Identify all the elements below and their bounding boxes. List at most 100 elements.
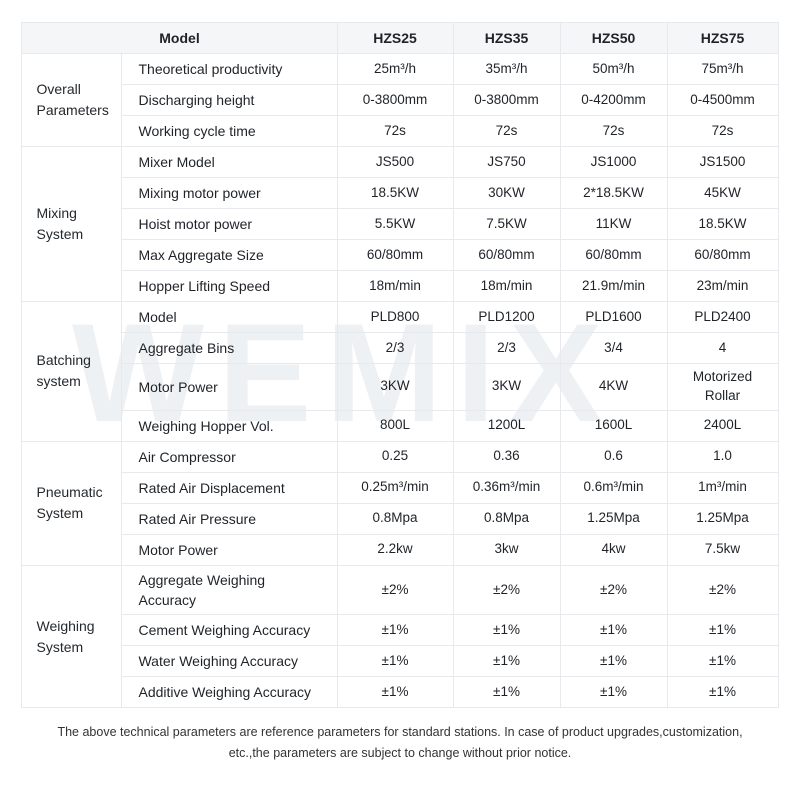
value-cell: ±1% — [452, 614, 561, 647]
value-cell: ±1% — [559, 614, 668, 647]
value-cell: 60/80mm — [559, 239, 668, 271]
table-row: Overall Parameters Theoretical productivi… — [21, 53, 779, 147]
value-cell: 0-4200mm — [559, 84, 668, 116]
param-name-cell: Additive Weighing Accuracy — [121, 676, 338, 709]
param-name-cell: Motor Power — [121, 363, 338, 411]
value-cell: 0-3800mm — [336, 84, 454, 116]
value-cell: 1.25Mpa — [666, 502, 779, 535]
table-row: Pneumatic System Air Compressor 0.25 0.36 0.… — [21, 440, 779, 566]
table-row: Hoist motor power 5.5KW 7.5KW 11KW 18.5KW — [22, 208, 779, 240]
header-column-hzs50: HZS50 — [559, 22, 668, 54]
value-cell: 5.5KW — [336, 208, 454, 240]
value-cell: 2.2kw — [336, 533, 454, 566]
param-name-cell: Weighing Hopper Vol. — [121, 409, 338, 442]
value-cell: 75m³/h — [666, 53, 779, 85]
value-cell: 7.5KW — [452, 208, 561, 240]
value-cell: Motorized Rollar — [666, 363, 779, 411]
value-cell: 0.25m³/min — [336, 471, 454, 504]
param-name-cell: Motor Power — [121, 533, 338, 566]
param-name-cell: Hopper Lifting Speed — [121, 270, 338, 302]
param-name-cell: Aggregate Weighing Accuracy — [121, 564, 338, 616]
value-cell: PLD1600 — [559, 301, 668, 333]
value-cell: 3KW — [452, 363, 561, 411]
value-cell: 0.36m³/min — [452, 471, 561, 504]
value-cell: 1.0 — [666, 440, 779, 473]
value-cell: 2*18.5KW — [559, 177, 668, 209]
value-cell: 60/80mm — [336, 239, 454, 271]
value-cell: ±1% — [336, 645, 454, 678]
value-cell: 4KW — [559, 363, 668, 411]
value-cell: 800L — [336, 409, 454, 442]
group-label-cell: Weighing System — [21, 564, 123, 709]
table-row: Mixing System Mixer Model JS500 JS750 JS1000… — [21, 146, 779, 302]
table-row: Hopper Lifting Speed 18m/min 18m/min 21.9m/… — [22, 270, 779, 302]
value-cell: PLD800 — [336, 301, 454, 333]
value-cell: 25m³/h — [336, 53, 454, 85]
param-name-cell: Rated Air Pressure — [121, 502, 338, 535]
value-cell: ±1% — [452, 676, 561, 709]
table-row: Motor Power 3KW 3KW 4KW Motorized Rollar — [22, 363, 779, 411]
value-cell: JS1000 — [559, 146, 668, 178]
param-name-cell: Aggregate Bins — [121, 332, 338, 364]
header-row: Model HZS25 HZS35 HZS50 HZS75 — [21, 22, 779, 54]
group-label-cell: Overall Parameters — [21, 53, 123, 147]
group-label-cell: Batching system — [21, 301, 123, 442]
table-row: Cement Weighing Accuracy ±1% ±1% ±1% ±1% — [22, 614, 779, 647]
table-row: Weighing Hopper Vol. 800L 1200L 1600L 2400L — [22, 409, 779, 442]
value-cell: ±1% — [666, 645, 779, 678]
value-cell: 18.5KW — [666, 208, 779, 240]
value-cell: 0.6m³/min — [559, 471, 668, 504]
value-cell: ±1% — [666, 676, 779, 709]
value-cell: JS1500 — [666, 146, 779, 178]
header-column-hzs75: HZS75 — [666, 22, 779, 54]
value-cell: 0.8Mpa — [452, 502, 561, 535]
value-cell: 1600L — [559, 409, 668, 442]
value-cell: 18m/min — [452, 270, 561, 302]
value-cell: 2400L — [666, 409, 779, 442]
value-cell: 72s — [452, 115, 561, 147]
footer-line-2: etc.,the parameters are subject to chang… — [228, 746, 572, 760]
value-cell: 0.25 — [336, 440, 454, 473]
value-cell: ±2% — [452, 564, 561, 616]
param-name-cell: Discharging height — [121, 84, 338, 116]
value-cell: 72s — [559, 115, 668, 147]
param-name-cell: Working cycle time — [121, 115, 338, 147]
table-row: Working cycle time 72s 72s 72s 72s — [22, 115, 779, 147]
value-cell: 2/3 — [452, 332, 561, 364]
value-cell: 11KW — [559, 208, 668, 240]
value-cell: 0.36 — [452, 440, 561, 473]
param-name-cell: Air Compressor — [121, 440, 338, 473]
value-cell: ±1% — [666, 614, 779, 647]
value-cell: ±1% — [336, 614, 454, 647]
param-name-cell: Max Aggregate Size — [121, 239, 338, 271]
value-cell: JS750 — [452, 146, 561, 178]
value-cell: 23m/min — [666, 270, 779, 302]
value-cell: 0-3800mm — [452, 84, 561, 116]
footer-note: The above technical parameters are refer… — [0, 722, 800, 763]
value-cell: 1.25Mpa — [559, 502, 668, 535]
footer-line-1: The above technical parameters are refer… — [57, 725, 743, 740]
param-name-cell: Theoretical productivity — [121, 53, 338, 85]
value-cell: 45KW — [666, 177, 779, 209]
param-name-cell: Model — [121, 301, 338, 333]
value-cell: 60/80mm — [666, 239, 779, 271]
header-column-hzs25: HZS25 — [336, 22, 454, 54]
param-name-cell: Mixing motor power — [121, 177, 338, 209]
table-row: Motor Power 2.2kw 3kw 4kw 7.5kw — [22, 533, 779, 566]
value-cell: 3kw — [452, 533, 561, 566]
value-cell: ±1% — [452, 645, 561, 678]
param-name-cell: Mixer Model — [121, 146, 338, 178]
table-row: Rated Air Displacement 0.25m³/min 0.36m³/m… — [22, 471, 779, 504]
param-name-cell: Water Weighing Accuracy — [121, 645, 338, 678]
table-row: Water Weighing Accuracy ±1% ±1% ±1% ±1% — [22, 645, 779, 678]
table-row: Batching system Model PLD800 PLD1200 PLD1600… — [21, 301, 779, 442]
value-cell: 30KW — [452, 177, 561, 209]
param-name-cell: Cement Weighing Accuracy — [121, 614, 338, 647]
value-cell: 60/80mm — [452, 239, 561, 271]
value-cell: PLD1200 — [452, 301, 561, 333]
table-row: Rated Air Pressure 0.8Mpa 0.8Mpa 1.25Mpa 1.2… — [22, 502, 779, 535]
value-cell: 72s — [666, 115, 779, 147]
value-cell: 0-4500mm — [666, 84, 779, 116]
value-cell: 1200L — [452, 409, 561, 442]
